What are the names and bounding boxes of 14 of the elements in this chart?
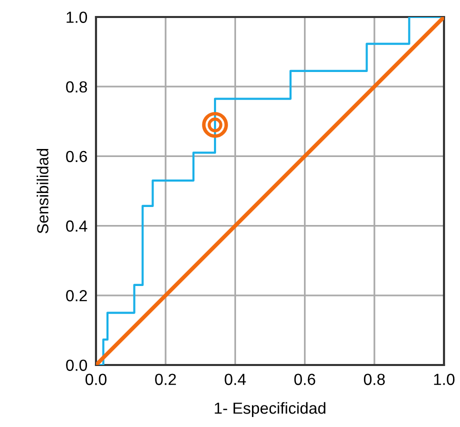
y-tick-label: 0.4 [66,220,88,232]
x-tick-label: 0.8 [364,374,385,386]
x-tick-label: 1.0 [434,374,454,386]
x-tick-label: 0.6 [294,374,316,386]
y-tick-label: 1.0 [66,12,88,23]
x-tick-label: 0.2 [155,374,176,386]
y-tick-label: 0.8 [66,81,87,93]
x-tick-label: 0.4 [224,374,246,386]
y-tick-label: 0.2 [66,290,87,302]
x-axis-title: 1- Especificidad [214,402,326,417]
x-tick-label: 0.0 [86,374,106,386]
y-tick-label: 0.0 [66,360,88,371]
y-tick-label: 0.6 [66,150,87,162]
y-axis-title: Sensibilidad [36,148,48,234]
